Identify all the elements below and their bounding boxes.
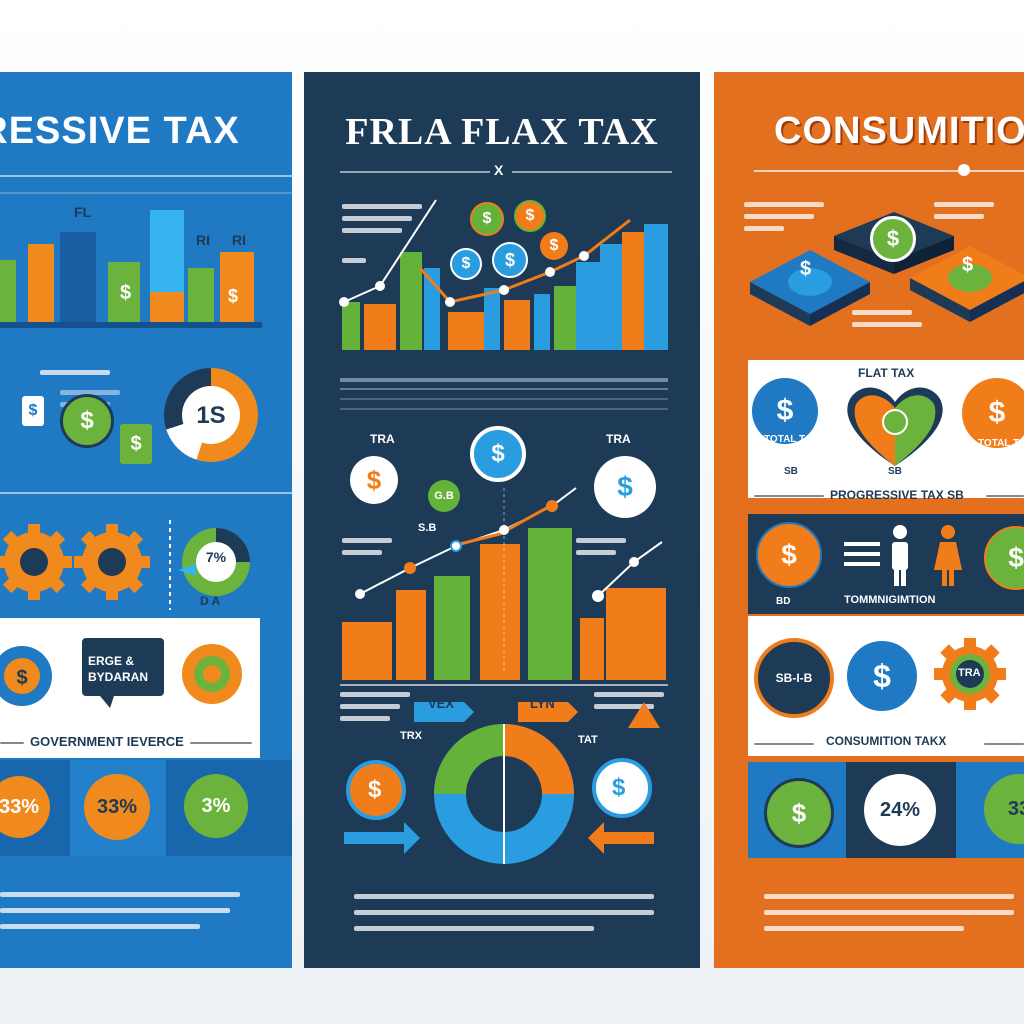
stat-circle: 3% — [184, 774, 248, 838]
divider — [0, 175, 292, 177]
coin-caption: TOTAL TAL — [978, 438, 1024, 449]
dollar-icon: $ — [612, 774, 626, 801]
chart-tag: RI — [232, 232, 246, 248]
stat-circle: 24% — [864, 774, 936, 846]
stat-pill: SB-I-B — [754, 638, 834, 718]
dollar-coin-icon: $ — [756, 522, 822, 588]
title-mark: X — [494, 162, 504, 178]
dollar-icon: $ — [120, 282, 132, 304]
svg-text:$: $ — [16, 667, 27, 689]
gear-icon — [934, 638, 1006, 710]
tag-label: TAT — [578, 734, 598, 746]
flat-panel-title: FRLA FLAX TAX — [345, 111, 659, 153]
dollar-coin-icon: $ — [764, 778, 834, 848]
dollar-icon: $ — [228, 286, 239, 306]
gear-label: TRA — [958, 667, 981, 679]
dollar-bill-icon: $ — [22, 396, 44, 426]
small-label: D A — [200, 594, 221, 608]
pie-percent: 7% — [205, 549, 227, 565]
people-icons — [844, 525, 962, 586]
progressive-tax-panel: RESSIVE TAX FL RI RI $ $ $ $ $ 1S — [0, 72, 292, 968]
speech-badge-line-2: BYDARAN — [88, 670, 148, 684]
small-label: SB — [784, 466, 798, 477]
flat-tax-panel: FRLA FLAX TAX X — [304, 72, 700, 968]
dollar-bill-icon: $ — [120, 424, 152, 464]
consumption-tax-panel: CONSUMITION $ $ $ FLAT TAX $ TOTAL TAL — [714, 72, 1024, 968]
dollar-coin-icon: $ — [870, 216, 916, 262]
flat-middle-chart — [342, 487, 666, 680]
dollar-coin-icon: $ — [514, 200, 546, 232]
dollar-coin-icon: $ — [962, 378, 1024, 448]
progressive-panel-title: RESSIVE TAX — [0, 110, 240, 152]
tag-label: TRX — [400, 730, 422, 742]
dollar-coin-icon: $ — [492, 242, 528, 278]
dollar-coin-icon: $ — [594, 456, 656, 518]
dollar-icon: $ — [962, 254, 974, 276]
stat-circle: 33% — [0, 776, 50, 838]
small-label: S.B — [418, 522, 437, 534]
gear-icons — [0, 520, 250, 610]
dollar-coin-icon: $ — [450, 248, 482, 280]
dollar-coin-icon: $ — [470, 202, 504, 236]
speech-badge-line-1: ERGE & — [88, 654, 135, 668]
consumption-panel-title: CONSUMITION — [774, 110, 1024, 152]
dollar-icon: $ — [368, 776, 382, 803]
money-stack-icons — [750, 212, 1024, 326]
government-revenue-label: GOVERNMENT IEVERCE — [30, 734, 184, 749]
progressive-tax-label: PROGRESSIVE TAX SB — [830, 488, 964, 502]
dollar-coin-icon: $ — [470, 426, 526, 482]
dollar-coin-icon: $ — [984, 526, 1024, 590]
heart-icon — [847, 387, 943, 466]
coin-caption: TOTAL TAL — [764, 434, 818, 445]
dollar-coin-icon: $ — [540, 232, 568, 260]
chevron-label-right: LYN — [530, 696, 555, 711]
dollar-icon: $ — [800, 258, 812, 280]
stat-coin: G.B — [428, 480, 460, 512]
stat-circle: 33% — [84, 774, 150, 840]
donut-center-value: 1S — [196, 402, 226, 429]
dollar-coin-icon: $ — [752, 378, 818, 444]
dollar-coin-icon: $ — [844, 638, 920, 714]
small-label: SB — [888, 466, 902, 477]
chart-tag: FL — [74, 204, 92, 220]
divider — [0, 192, 292, 194]
dollar-coin-icon: $ — [350, 456, 398, 504]
chart-tag: RI — [196, 232, 210, 248]
strip-icons: $ — [0, 638, 242, 708]
chart-tag: TRA — [606, 432, 631, 446]
flat-tax-label: FLAT TAX — [858, 366, 915, 380]
consumption-tax-label: CONSUMITION TAKX — [826, 734, 947, 748]
people-label: TOMMNIGIMTION — [844, 594, 936, 606]
chart-tag: TRA — [370, 432, 395, 446]
flat-top-chart — [339, 199, 668, 350]
chevron-label-left: VEX — [428, 696, 455, 711]
dollar-coin-icon: $ — [60, 394, 114, 448]
flat-bottom-graphics — [344, 702, 660, 864]
